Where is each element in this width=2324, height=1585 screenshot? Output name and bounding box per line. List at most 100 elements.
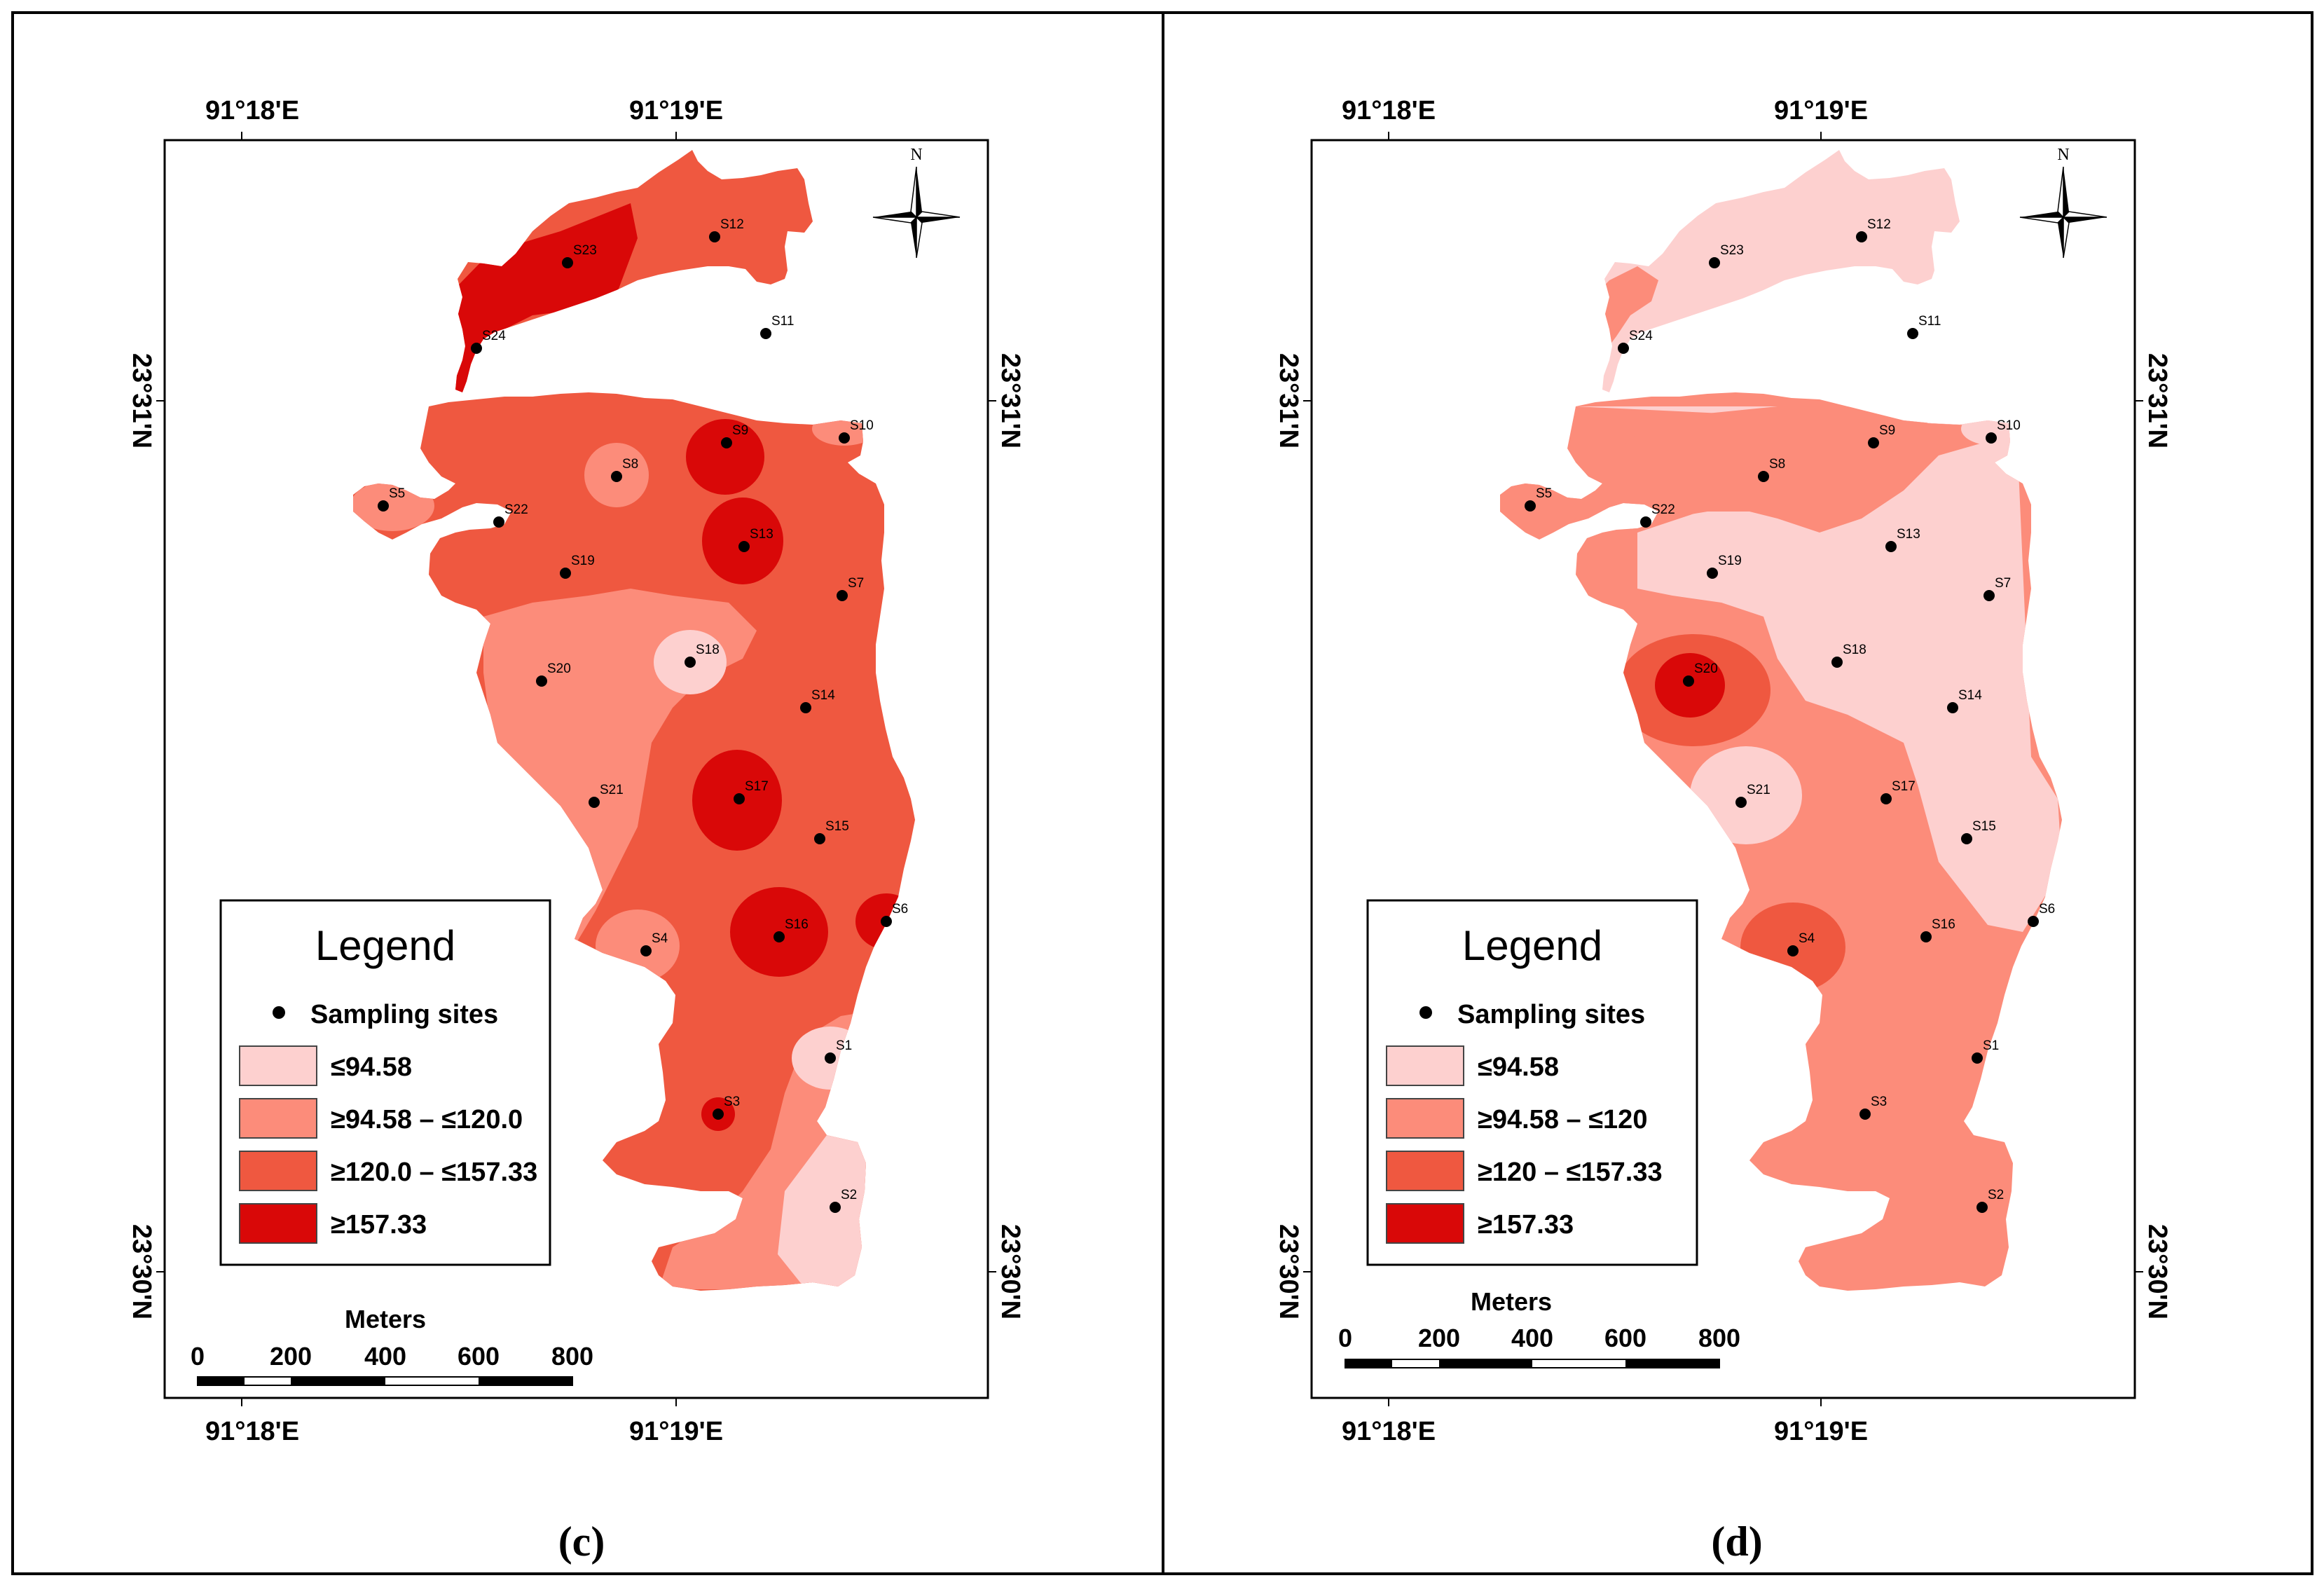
- site-s6: S6: [881, 902, 908, 927]
- svg-text:S1: S1: [1983, 1038, 1999, 1053]
- svg-text:S22: S22: [1651, 502, 1675, 517]
- svg-text:S21: S21: [1747, 783, 1770, 797]
- site-s17: S17: [734, 779, 769, 804]
- svg-text:S2: S2: [841, 1188, 857, 1202]
- scale-tick-600: 600: [458, 1342, 500, 1371]
- site-s10: S10: [839, 418, 874, 444]
- site-s20: S20: [1683, 661, 1718, 687]
- site-s22: S22: [493, 502, 528, 528]
- site-s24: S24: [471, 329, 506, 354]
- legend-title: Legend: [1462, 922, 1602, 969]
- lon-label-top-right: 91°19'E: [1774, 96, 1868, 125]
- site-s14: S14: [800, 688, 835, 713]
- svg-text:S1: S1: [836, 1038, 852, 1053]
- svg-text:S18: S18: [696, 643, 720, 657]
- lon-label-top-right: 91°19'E: [629, 96, 723, 125]
- legend-swatch-1: [1386, 1045, 1464, 1086]
- legend: Legend Sampling sites ≤94.58 ≥94.58 – ≤1…: [219, 899, 551, 1266]
- svg-text:(d): (d): [1711, 1518, 1762, 1565]
- legend-class-2: ≥94.58 – ≤120.0: [331, 1105, 523, 1134]
- site-s2: S2: [830, 1188, 857, 1213]
- svg-text:S17: S17: [1892, 779, 1916, 794]
- svg-text:S16: S16: [785, 917, 809, 932]
- site-s4: S4: [1787, 931, 1815, 956]
- sampling-sites: S1 S2 S3 S4 S5 S6 S7 S8 S9 S10 S11 S12 S…: [1525, 217, 2055, 1213]
- site-s12: S12: [1856, 217, 1891, 242]
- legend-site-marker: [1419, 1006, 1432, 1019]
- svg-text:S7: S7: [1995, 576, 2011, 591]
- site-s5: S5: [1525, 486, 1552, 512]
- svg-text:S11: S11: [1918, 314, 1941, 329]
- site-s16: S16: [1920, 917, 1955, 942]
- legend-class-4: ≥157.33: [331, 1210, 427, 1240]
- svg-text:S13: S13: [750, 527, 773, 542]
- panel-d: 91°18'E 91°19'E 91°18'E 91°19'E 23°31'N …: [1274, 96, 2172, 1565]
- svg-text:(c): (c): [558, 1518, 605, 1565]
- svg-text:S6: S6: [892, 902, 908, 917]
- site-s19: S19: [560, 554, 595, 579]
- svg-text:S10: S10: [850, 418, 874, 433]
- svg-text:S5: S5: [389, 486, 405, 501]
- svg-text:S3: S3: [724, 1095, 740, 1109]
- svg-text:S15: S15: [825, 819, 849, 834]
- lon-label-top-left: 91°18'E: [205, 96, 299, 125]
- svg-text:S16: S16: [1932, 917, 1955, 932]
- svg-text:S15: S15: [1972, 819, 1996, 834]
- site-s17: S17: [1880, 779, 1916, 804]
- lon-label-top-left: 91°18'E: [1342, 96, 1436, 125]
- panel-label-c: (c): [558, 1518, 605, 1565]
- scale-title: Meters: [1471, 1287, 1552, 1316]
- legend-class-1: ≤94.58: [331, 1052, 412, 1082]
- svg-text:S6: S6: [2039, 902, 2055, 917]
- site-s13: S13: [1885, 527, 1920, 552]
- svg-text:S8: S8: [1769, 457, 1785, 472]
- site-s5: S5: [378, 486, 405, 512]
- site-s21: S21: [1735, 783, 1770, 808]
- svg-text:S7: S7: [848, 576, 864, 591]
- site-s4: S4: [640, 931, 668, 956]
- lat-label-right-bottom: 23°30'N: [2143, 1224, 2172, 1319]
- svg-text:S13: S13: [1897, 527, 1920, 542]
- scale-tick-400: 400: [1511, 1324, 1553, 1352]
- site-s12: S12: [709, 217, 744, 242]
- svg-text:S14: S14: [1958, 688, 1982, 703]
- scale-tick-0: 0: [191, 1342, 205, 1371]
- scale-title: Meters: [345, 1305, 426, 1333]
- site-s20: S20: [536, 661, 571, 687]
- site-s1: S1: [1972, 1038, 1999, 1064]
- north-arrow: N: [872, 146, 961, 259]
- north-arrow: N: [2019, 146, 2108, 259]
- site-s16: S16: [773, 917, 809, 942]
- scale-bar: Meters 0 200 400 600 800: [1338, 1287, 1740, 1368]
- svg-text:S12: S12: [720, 217, 744, 232]
- map-ticks: [156, 132, 996, 1406]
- north-arrow-letter: N: [910, 146, 922, 164]
- legend-class-3: ≥120.0 – ≤157.33: [331, 1158, 537, 1187]
- svg-text:S19: S19: [571, 554, 595, 568]
- svg-text:S22: S22: [504, 502, 528, 517]
- site-s11: S11: [760, 314, 794, 339]
- legend-class-1: ≤94.58: [1478, 1052, 1559, 1082]
- scale-tick-200: 200: [1418, 1324, 1460, 1352]
- north-arrow-letter: N: [2057, 146, 2069, 164]
- scale-tick-200: 200: [270, 1342, 312, 1371]
- site-s23: S23: [562, 243, 597, 268]
- interpolated-surface: [353, 150, 915, 1291]
- legend-title: Legend: [315, 922, 455, 969]
- lon-label-bottom-left: 91°18'E: [205, 1417, 299, 1446]
- svg-text:S20: S20: [547, 661, 571, 676]
- lat-label-left-bottom: 23°30'N: [1274, 1224, 1303, 1319]
- lat-label-right-top: 23°31'N: [996, 353, 1025, 448]
- site-s19: S19: [1707, 554, 1742, 579]
- svg-text:S23: S23: [573, 243, 597, 258]
- svg-text:S24: S24: [1629, 329, 1653, 343]
- lon-label-bottom-left: 91°18'E: [1342, 1417, 1436, 1446]
- legend-swatch-2: [239, 1098, 317, 1139]
- site-s11: S11: [1907, 314, 1941, 339]
- svg-text:S4: S4: [1799, 931, 1815, 946]
- svg-text:S8: S8: [622, 457, 638, 472]
- site-s10: S10: [1986, 418, 2021, 444]
- site-s15: S15: [1961, 819, 1996, 844]
- site-s8: S8: [1758, 457, 1785, 482]
- lat-label-right-top: 23°31'N: [2143, 353, 2172, 448]
